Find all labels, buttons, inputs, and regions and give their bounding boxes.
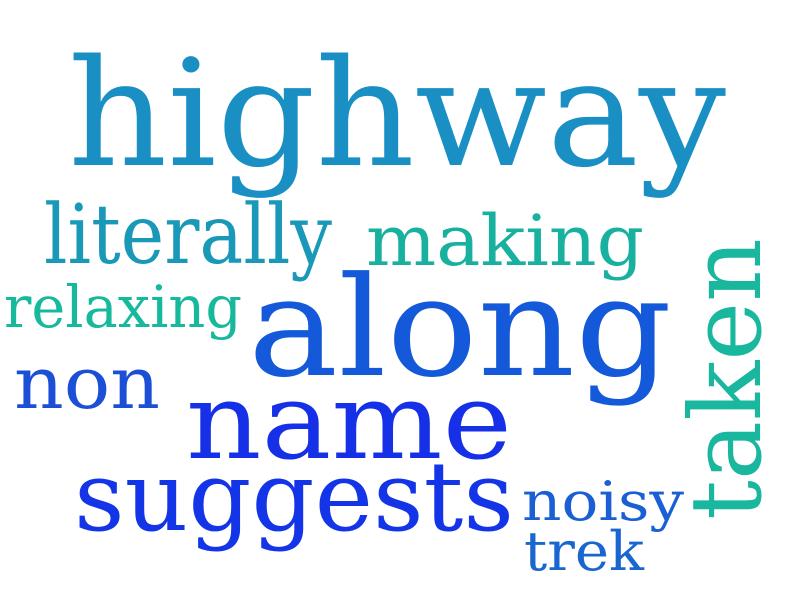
word-non: non <box>14 341 160 425</box>
word-name: name <box>186 360 512 483</box>
word-literally: literally <box>44 188 333 283</box>
word-making: making <box>366 200 644 282</box>
word-noisy: noisy <box>522 470 685 533</box>
word-highway: highway <box>68 28 726 200</box>
word-along: along <box>248 247 672 408</box>
word-suggests: suggests <box>74 441 514 553</box>
word-relaxing: relaxing <box>4 273 242 341</box>
word-trek: trek <box>524 520 645 583</box>
word-taken: taken <box>670 238 784 520</box>
